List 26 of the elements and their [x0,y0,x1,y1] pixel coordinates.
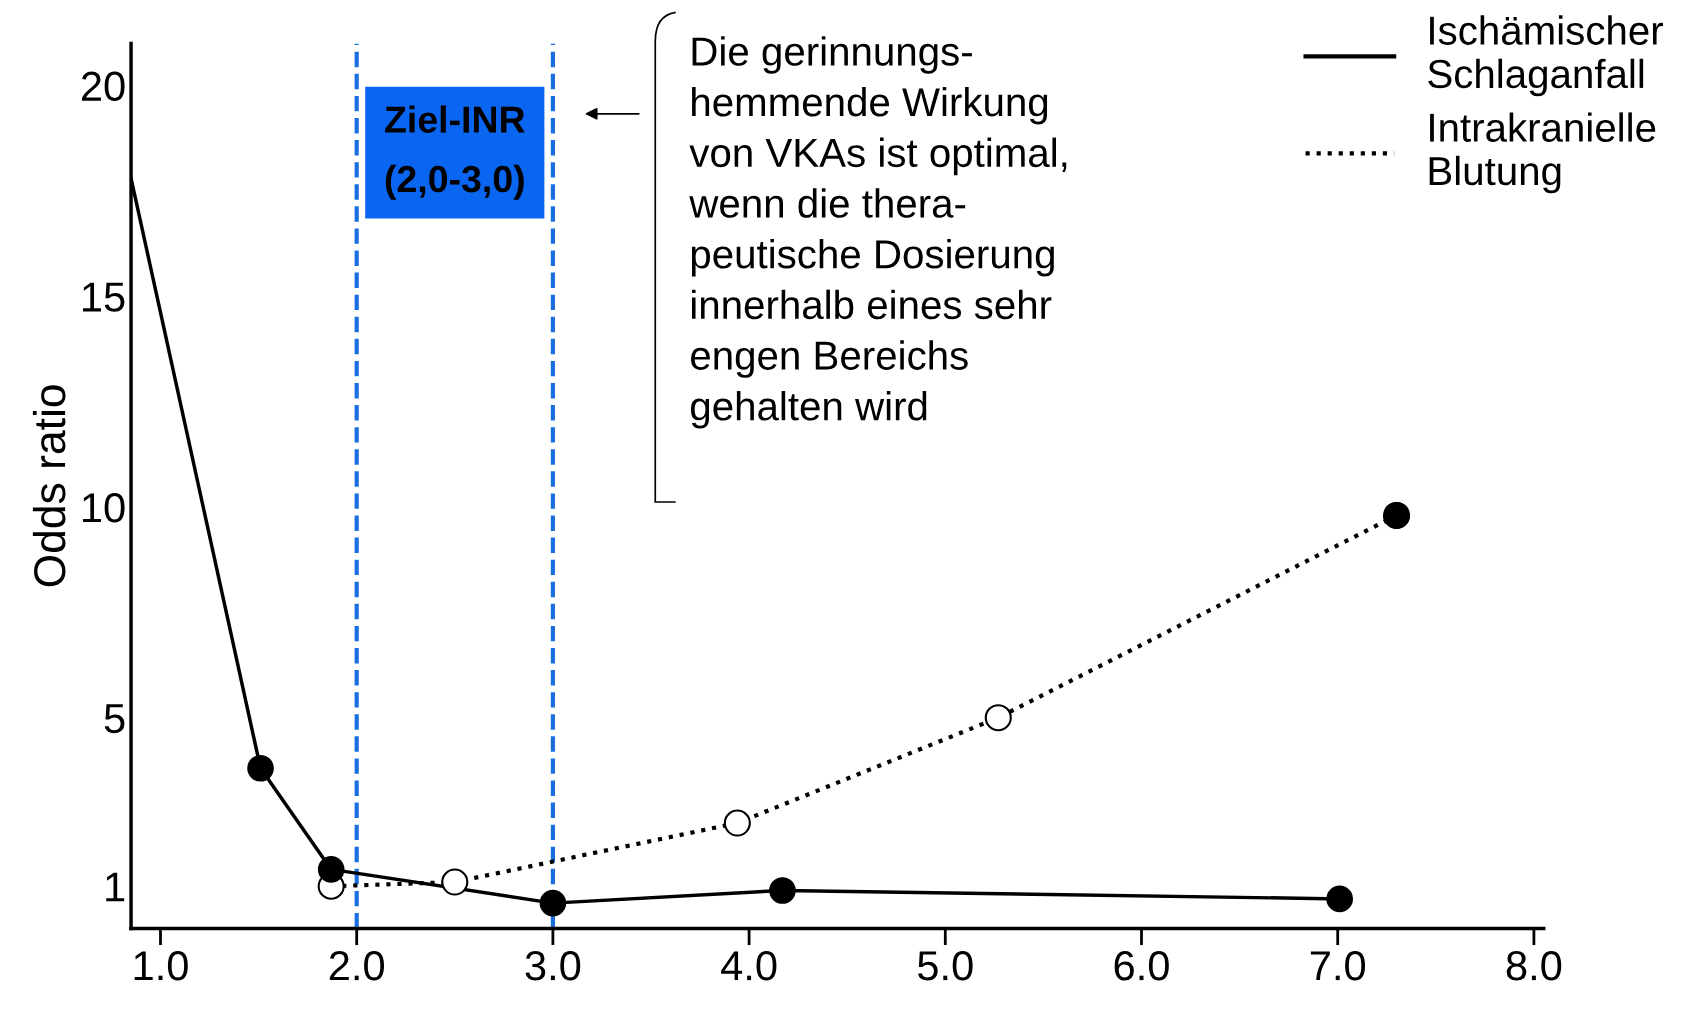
point [441,868,469,896]
y-tick-label: 5 [104,704,125,734]
point [769,877,796,904]
x-tick-label: 3.0 [525,951,581,981]
point [317,856,345,883]
annotation: Ziel-INR (2,0-3,0) [385,105,525,200]
y-tick-label: 15 [83,282,125,312]
annotation: Die gerinnungs- hemmende Wirkung von VKAs ist optimal, wenn die thera- peutische Dosierung innerhalb eines sehr engen Bereichs gehalten wird [689,36,1067,429]
point [539,889,567,917]
point [984,704,1012,732]
x-tick-label: 8.0 [1506,951,1562,981]
point [1326,885,1353,913]
legend-label: Ischämischer Schlaganfall [1428,15,1663,97]
x-tick-label: 1.0 [134,951,188,981]
x-tick-label: 4.0 [721,951,777,981]
x-tick-label: 7.0 [1310,951,1366,981]
y-tick-label: 20 [81,71,125,102]
y-axis-title: Odds ratio [32,385,66,587]
x-tick-label: 2.0 [329,951,385,981]
x-tick-label: 6.0 [1114,951,1169,981]
y-tick-label: 10 [83,493,125,523]
point [723,809,751,837]
point [247,754,274,782]
legend-label: Intrakranielle Blutung [1429,112,1656,194]
x-tick-label: 5.0 [918,951,973,981]
y-tick-label: 1 [106,872,125,902]
